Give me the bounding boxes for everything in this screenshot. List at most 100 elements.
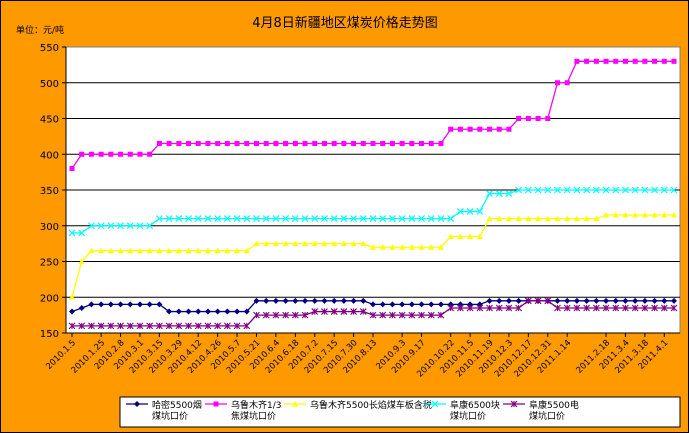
data-point: [545, 116, 551, 121]
y-tick-label: 350: [40, 186, 59, 197]
data-point: [117, 322, 124, 330]
data-point: [175, 215, 183, 223]
data-point: [301, 215, 309, 223]
data-point: [379, 244, 386, 250]
data-point: [205, 141, 211, 147]
data-point: [438, 141, 444, 147]
y-tick-label: 500: [40, 79, 59, 90]
data-point: [651, 212, 658, 218]
data-point: [87, 222, 95, 230]
data-point: [311, 297, 318, 304]
data-point: [486, 190, 493, 197]
data-point: [447, 233, 454, 239]
data-point: [428, 244, 435, 250]
data-point: [253, 141, 259, 147]
data-point: [515, 215, 522, 222]
data-point: [516, 116, 522, 121]
data-point: [622, 304, 629, 312]
data-point: [127, 151, 133, 157]
data-point: [573, 186, 581, 194]
series-4: [68, 186, 678, 237]
data-point: [641, 186, 649, 194]
data-point: [166, 141, 172, 147]
data-point: [262, 311, 270, 319]
data-point: [291, 215, 299, 223]
data-point: [631, 186, 639, 194]
series-layer: [68, 58, 678, 330]
data-point: [641, 212, 648, 218]
data-point: [457, 233, 464, 239]
data-point: [505, 297, 512, 304]
data-point: [652, 58, 658, 64]
data-point: [418, 215, 425, 223]
data-point: [525, 116, 531, 121]
data-point: [671, 212, 677, 218]
data-point: [496, 215, 503, 222]
data-point: [389, 301, 396, 308]
data-point: [564, 80, 570, 86]
data-point: [282, 311, 290, 319]
data-point: [660, 186, 668, 194]
data-point: [330, 215, 338, 223]
data-point: [544, 186, 552, 194]
data-point: [399, 141, 405, 147]
y-tick-label: 200: [40, 293, 59, 304]
legend-marker: [213, 401, 219, 407]
data-point: [340, 308, 348, 315]
data-point: [379, 215, 387, 223]
data-point: [350, 308, 357, 315]
data-point: [524, 186, 532, 194]
data-point: [214, 247, 221, 254]
data-point: [535, 116, 541, 121]
data-point: [117, 247, 124, 254]
data-point: [301, 311, 309, 319]
legend-label: 阜康5500电: [529, 399, 579, 411]
data-point: [476, 233, 483, 239]
data-point: [554, 304, 561, 312]
data-point: [602, 186, 610, 194]
data-point: [146, 222, 154, 230]
data-point: [136, 322, 144, 330]
data-point: [311, 215, 319, 223]
data-point: [214, 322, 222, 330]
data-point: [312, 141, 318, 147]
data-point: [379, 301, 386, 308]
data-point: [389, 244, 396, 250]
data-point: [69, 308, 75, 315]
legend-marker: [134, 401, 140, 407]
data-point: [447, 215, 455, 223]
data-point: [486, 215, 493, 222]
data-point: [602, 304, 610, 312]
data-point: [253, 311, 260, 319]
data-point: [418, 311, 425, 319]
data-point: [388, 215, 396, 223]
data-point: [359, 308, 367, 315]
data-point: [292, 141, 298, 147]
data-point: [379, 311, 387, 319]
data-point: [223, 215, 231, 223]
data-point: [127, 247, 134, 254]
data-point: [215, 141, 221, 147]
data-point: [272, 297, 279, 304]
data-point: [573, 215, 580, 222]
data-point: [380, 141, 386, 147]
data-point: [486, 297, 493, 304]
data-point: [563, 186, 571, 194]
data-point: [641, 304, 649, 312]
data-point: [506, 126, 512, 132]
data-point: [466, 304, 474, 312]
data-point: [262, 215, 270, 223]
y-tick-label: 250: [40, 258, 59, 269]
data-point: [185, 215, 192, 223]
data-point: [234, 247, 241, 254]
data-point: [292, 297, 299, 304]
data-point: [166, 247, 173, 254]
data-point: [612, 212, 619, 218]
data-point: [243, 322, 251, 330]
unit-label: 单位：元/吨: [16, 24, 64, 36]
data-point: [127, 301, 134, 308]
data-point: [233, 322, 241, 330]
data-point: [583, 186, 591, 194]
data-point: [428, 141, 434, 147]
